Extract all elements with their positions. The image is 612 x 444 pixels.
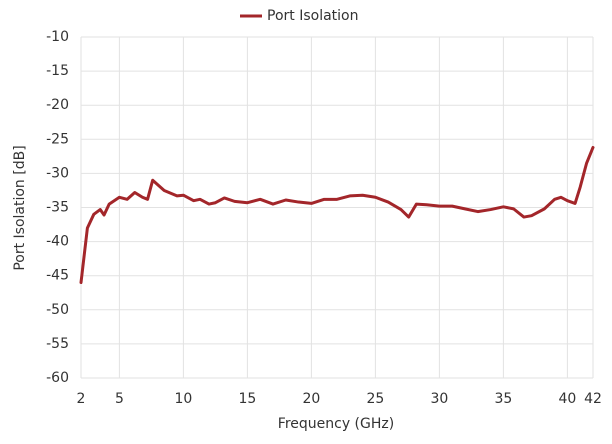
x-tick-label: 35 (494, 391, 512, 407)
y-tick-label: -10 (46, 29, 69, 45)
y-tick-label: -45 (46, 268, 69, 284)
y-tick-label: -30 (46, 165, 69, 181)
x-tick-label: 30 (430, 391, 448, 407)
y-tick-label: -60 (46, 370, 69, 386)
y-tick-label: -35 (46, 200, 69, 216)
y-tick-label: -15 (46, 63, 69, 79)
x-tick-label: 40 (558, 391, 576, 407)
x-tick-label: 42 (584, 391, 602, 407)
x-axis-label: Frequency (GHz) (278, 416, 394, 432)
x-tick-label: 25 (366, 391, 384, 407)
data-line (79, 145, 595, 285)
x-tick-label: 2 (77, 391, 86, 407)
x-tick-label: 20 (302, 391, 320, 407)
y-tick-label: -40 (46, 234, 69, 250)
y-tick-label: -55 (46, 336, 69, 352)
y-tick-label: -20 (46, 97, 69, 113)
legend-label: Port Isolation (267, 8, 358, 24)
y-axis-label: Port Isolation [dB] (12, 145, 28, 270)
x-tick-label: 10 (174, 391, 192, 407)
y-tick-label: -50 (46, 302, 69, 318)
y-tick-label: -25 (46, 131, 69, 147)
x-tick-label: 15 (238, 391, 256, 407)
x-tick-label: 5 (115, 391, 124, 407)
